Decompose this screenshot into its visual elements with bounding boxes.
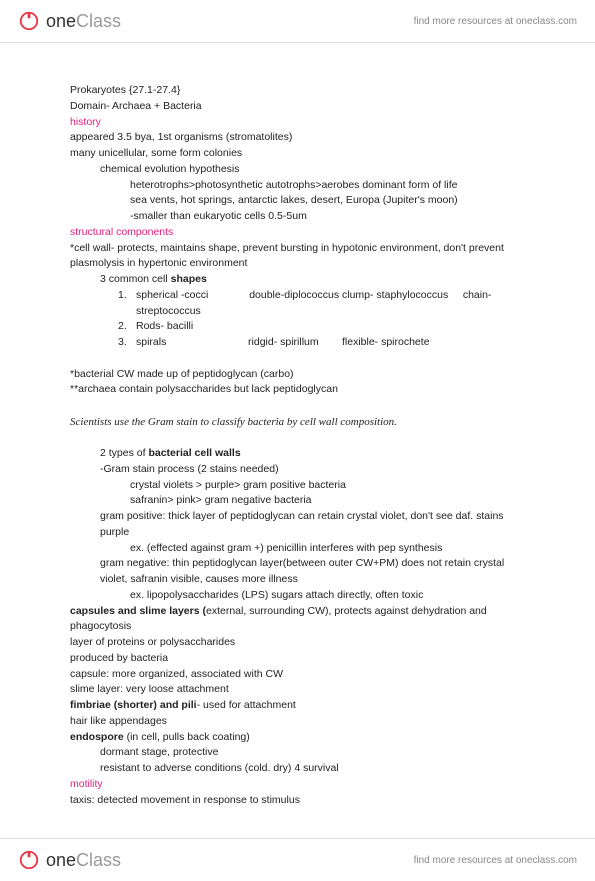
shapes-word: shapes <box>171 273 207 285</box>
s3b: ridgid- spirillum <box>248 336 319 348</box>
hist-l3: chemical evolution hypothesis <box>70 162 525 178</box>
cw-l2: **archaea contain polysaccharides but la… <box>70 382 525 398</box>
gram-types-b: bacterial cell walls <box>148 447 240 459</box>
logo-icon <box>18 849 40 871</box>
hist-l5: sea vents, hot springs, antarctic lakes,… <box>70 193 525 209</box>
struct-l1: *cell wall- protects, maintains shape, p… <box>70 241 525 273</box>
footer-logo-text-1: one <box>46 850 76 871</box>
cw-l1: *bacterial CW made up of peptidoglycan (… <box>70 367 525 383</box>
gram-types: 2 types of bacterial cell walls <box>70 446 525 462</box>
section-history: history <box>70 115 525 131</box>
hist-l6: -smaller than eukaryotic cells 0.5-5um <box>70 209 525 225</box>
section-structural: structural components <box>70 225 525 241</box>
gram-l3: safranin> pink> gram negative bacteria <box>70 493 525 509</box>
section-motility: motility <box>70 777 525 793</box>
mot-l1: taxis: detected movement in response to … <box>70 793 525 809</box>
document-body: Prokaryotes {27.1-27.4} Domain- Archaea … <box>0 43 595 838</box>
footer: oneClass find more resources at oneclass… <box>0 838 595 881</box>
shape-list: 1.spherical -cocci double-diplococcus cl… <box>70 288 525 351</box>
struct-shapes: 3 common cell shapes <box>70 272 525 288</box>
gram-l1: -Gram stain process (2 stains needed) <box>70 462 525 478</box>
gram-l6: gram negative: thin peptidoglycan layer(… <box>100 557 504 585</box>
s1a: spherical -cocci <box>136 289 208 301</box>
s3c: flexible- spirochete <box>342 336 430 348</box>
gram-l2: crystal violets > purple> gram positive … <box>70 478 525 494</box>
hist-l1: appeared 3.5 bya, 1st organisms (stromat… <box>70 130 525 146</box>
gram-l4: gram positive: thick layer of peptidogly… <box>100 510 504 538</box>
gram-types-a: 2 types of <box>100 447 148 459</box>
caps-l2: produced by bacteria <box>70 651 525 667</box>
hist-l4: heterotrophs>photosynthetic autotrophs>a… <box>70 178 525 194</box>
s1c: chain- <box>463 289 492 301</box>
endo-title-a: endospore <box>70 731 124 743</box>
endo-l2: resistant to adverse conditions (cold. d… <box>70 761 525 777</box>
endo-title-b: (in cell, pulls back coating) <box>124 731 250 743</box>
header-tagline: find more resources at oneclass.com <box>414 16 577 27</box>
footer-tagline: find more resources at oneclass.com <box>414 855 577 866</box>
gram-l4-wrap: gram positive: thick layer of peptidogly… <box>70 509 525 541</box>
footer-logo-text-2: Class <box>76 850 121 871</box>
domain-line: Domain- Archaea + Bacteria <box>70 99 525 115</box>
fim-title: fimbriae (shorter) and pili- used for at… <box>70 698 525 714</box>
hist-l2: many unicellular, some form colonies <box>70 146 525 162</box>
logo-text-2: Class <box>76 11 121 32</box>
endo-title: endospore (in cell, pulls back coating) <box>70 730 525 746</box>
shape-3: 3.spirals ridgid- spirillum flexible- sp… <box>118 335 525 351</box>
gram-intro: Scientists use the Gram stain to classif… <box>70 414 525 431</box>
fim-title-b: - used for attachment <box>197 699 296 711</box>
fim-title-a: fimbriae (shorter) and pili <box>70 699 197 711</box>
caps-title: capsules and slime layers (external, sur… <box>70 604 525 636</box>
heading: Prokaryotes {27.1-27.4} <box>70 83 525 99</box>
s3a: spirals <box>136 336 166 348</box>
caps-l1: layer of proteins or polysaccharides <box>70 635 525 651</box>
shapes-label: 3 common cell <box>100 273 171 285</box>
footer-logo: oneClass <box>18 849 121 871</box>
caps-l4: slime layer: very loose attachment <box>70 682 525 698</box>
gram-l6-wrap: gram negative: thin peptidoglycan layer(… <box>70 556 525 588</box>
s2: Rods- bacilli <box>136 320 193 332</box>
gram-l7: ex. lipopolysaccharides (LPS) sugars att… <box>70 588 525 604</box>
shape-1: 1.spherical -cocci double-diplococcus cl… <box>118 288 525 304</box>
caps-title-a: capsules and slime layers ( <box>70 605 206 617</box>
header: oneClass find more resources at oneclass… <box>0 0 595 43</box>
fim-l1: hair like appendages <box>70 714 525 730</box>
gram-l5: ex. (effected against gram +) penicillin… <box>70 541 525 557</box>
s1d: streptococcus <box>118 304 525 320</box>
logo-icon <box>18 10 40 32</box>
endo-l1: dormant stage, protective <box>70 745 525 761</box>
logo: oneClass <box>18 10 121 32</box>
logo-text-1: one <box>46 11 76 32</box>
caps-l3: capsule: more organized, associated with… <box>70 667 525 683</box>
shape-2: 2.Rods- bacilli <box>118 319 525 335</box>
s1b: double-diplococcus clump- staphylococcus <box>249 289 448 301</box>
